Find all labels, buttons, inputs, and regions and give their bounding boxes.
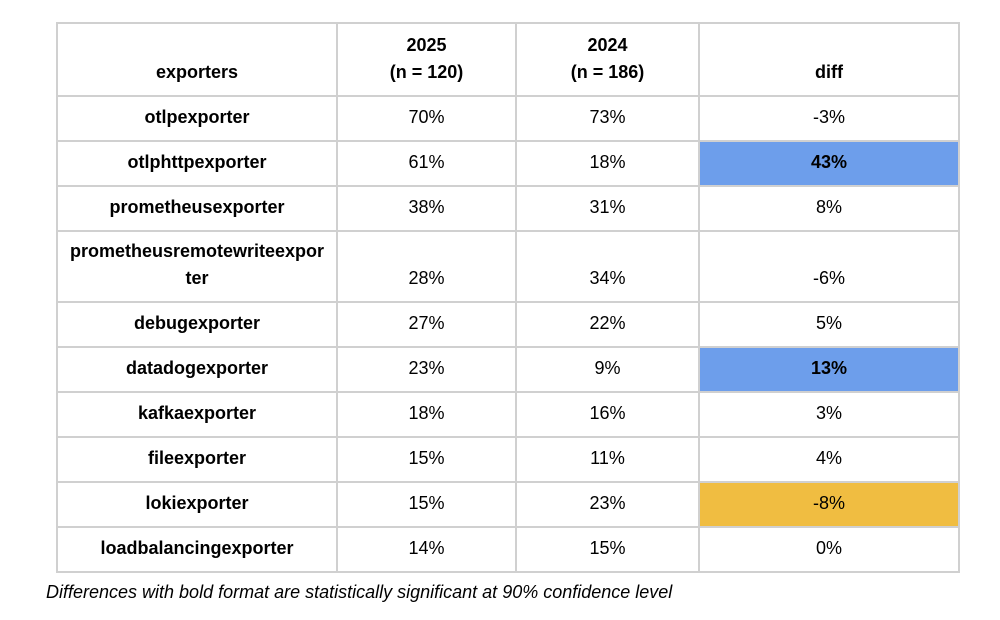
value-2024-cell: 34% — [515, 230, 700, 303]
table-row: prometheusexporter 38% 31% 8% — [56, 185, 960, 232]
value-2025-cell: 15% — [336, 436, 517, 483]
diff-cell: 4% — [698, 436, 960, 483]
value-2024-cell: 73% — [515, 95, 700, 142]
exporter-name-cell: lokiexporter — [56, 481, 338, 528]
table-row: prometheusremotewriteexporter 28% 34% -6… — [56, 230, 960, 303]
header-row: exporters 2025 (n = 120) 2024 (n = 186) … — [56, 22, 960, 97]
value-2025-cell: 38% — [336, 185, 517, 232]
value-2024-cell: 9% — [515, 346, 700, 393]
exporter-name-cell: fileexporter — [56, 436, 338, 483]
footnote: Differences with bold format are statist… — [46, 582, 673, 602]
table-row: datadogexporter 23% 9% 13% — [56, 346, 960, 393]
value-2025-cell: 14% — [336, 526, 517, 573]
diff-cell: 8% — [698, 185, 960, 232]
table-row: debugexporter 27% 22% 5% — [56, 301, 960, 348]
value-2024-cell: 31% — [515, 185, 700, 232]
table-row: lokiexporter 15% 23% -8% — [56, 481, 960, 528]
diff-cell: 13% — [698, 346, 960, 393]
table-body: otlpexporter 70% 73% -3% otlphttpexporte… — [56, 95, 960, 573]
col-header-exporters: exporters — [56, 22, 338, 97]
value-2025-cell: 61% — [336, 140, 517, 187]
exporter-name-cell: kafkaexporter — [56, 391, 338, 438]
exporter-name-cell: loadbalancingexporter — [56, 526, 338, 573]
exporter-name-cell: prometheusexporter — [56, 185, 338, 232]
col-header-2024-n: (n = 186) — [570, 62, 645, 82]
exporter-name-cell: datadogexporter — [56, 346, 338, 393]
value-2024-cell: 18% — [515, 140, 700, 187]
col-header-2025: 2025 (n = 120) — [336, 22, 517, 97]
table-row: otlpexporter 70% 73% -3% — [56, 95, 960, 142]
value-2025-cell: 18% — [336, 391, 517, 438]
diff-cell: 5% — [698, 301, 960, 348]
exporter-name-cell: otlpexporter — [56, 95, 338, 142]
col-header-2025-n: (n = 120) — [389, 62, 464, 82]
value-2024-cell: 16% — [515, 391, 700, 438]
diff-cell: -6% — [698, 230, 960, 303]
value-2025-cell: 28% — [336, 230, 517, 303]
table-row: fileexporter 15% 11% 4% — [56, 436, 960, 483]
col-header-2025-year: 2025 — [406, 35, 447, 55]
value-2025-cell: 15% — [336, 481, 517, 528]
table-row: kafkaexporter 18% 16% 3% — [56, 391, 960, 438]
exporter-name-cell: prometheusremotewriteexporter — [56, 230, 338, 303]
col-header-2024: 2024 (n = 186) — [515, 22, 700, 97]
exporter-name-cell: otlphttpexporter — [56, 140, 338, 187]
table-row: otlphttpexporter 61% 18% 43% — [56, 140, 960, 187]
exporters-table: exporters 2025 (n = 120) 2024 (n = 186) … — [56, 22, 960, 573]
diff-cell: -3% — [698, 95, 960, 142]
col-header-2024-year: 2024 — [587, 35, 628, 55]
diff-cell: 0% — [698, 526, 960, 573]
value-2025-cell: 70% — [336, 95, 517, 142]
value-2024-cell: 23% — [515, 481, 700, 528]
value-2025-cell: 27% — [336, 301, 517, 348]
value-2024-cell: 11% — [515, 436, 700, 483]
diff-cell: 3% — [698, 391, 960, 438]
value-2024-cell: 15% — [515, 526, 700, 573]
table-header: exporters 2025 (n = 120) 2024 (n = 186) … — [56, 22, 960, 97]
table-row: loadbalancingexporter 14% 15% 0% — [56, 526, 960, 573]
value-2025-cell: 23% — [336, 346, 517, 393]
col-header-diff: diff — [698, 22, 960, 97]
value-2024-cell: 22% — [515, 301, 700, 348]
diff-cell: -8% — [698, 481, 960, 528]
diff-cell: 43% — [698, 140, 960, 187]
exporter-name-cell: debugexporter — [56, 301, 338, 348]
